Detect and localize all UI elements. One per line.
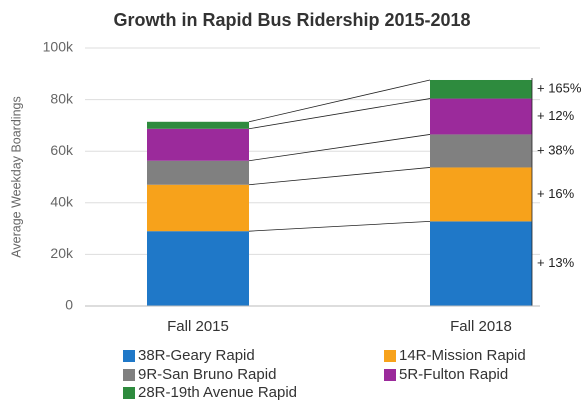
change-label: + 12% xyxy=(537,108,575,123)
legend-swatch xyxy=(384,369,396,381)
bar-segment xyxy=(147,184,249,232)
legend-swatch xyxy=(123,350,135,362)
bar-segment xyxy=(430,134,532,168)
y-tick-label: 100k xyxy=(43,39,74,55)
y-tick-label: 60k xyxy=(50,142,74,158)
x-tick-label: Fall 2018 xyxy=(450,318,512,335)
legend-swatch xyxy=(384,350,396,362)
y-tick-label: 80k xyxy=(50,90,74,106)
x-tick-label: Fall 2015 xyxy=(167,318,229,335)
bar-segment xyxy=(147,160,249,185)
legend-label: 38R-Geary Rapid xyxy=(138,347,255,364)
bar-segment xyxy=(430,167,532,222)
legend-label: 28R-19th Avenue Rapid xyxy=(138,384,297,401)
connector-line xyxy=(248,134,431,162)
y-tick-label: 40k xyxy=(50,194,74,210)
legend-label: 14R-Mission Rapid xyxy=(399,347,526,364)
legend-swatch xyxy=(123,369,135,381)
legend-label: 9R-San Bruno Rapid xyxy=(138,366,276,383)
legend-swatch xyxy=(123,387,135,399)
connector-line xyxy=(248,220,431,232)
bar-segment xyxy=(147,121,249,129)
connector-line xyxy=(248,98,431,130)
y-axis-label: Average Weekday Boardings xyxy=(9,96,23,257)
connector-line xyxy=(248,167,431,186)
change-label: + 165% xyxy=(537,81,582,96)
bar-segment xyxy=(430,79,532,99)
bar-segment xyxy=(147,128,249,161)
y-tick-label: 20k xyxy=(50,245,74,261)
bar-segment xyxy=(147,231,249,306)
legend-label: 5R-Fulton Rapid xyxy=(399,366,508,383)
y-tick-label: 0 xyxy=(65,297,73,313)
change-label: + 16% xyxy=(537,186,575,201)
change-label: + 38% xyxy=(537,142,575,157)
chart-title: Growth in Rapid Bus Ridership 2015-2018 xyxy=(113,10,470,30)
bar-segment xyxy=(430,98,532,135)
connector-line xyxy=(248,79,431,123)
bar-segment xyxy=(430,221,532,306)
change-label: + 13% xyxy=(537,255,575,270)
